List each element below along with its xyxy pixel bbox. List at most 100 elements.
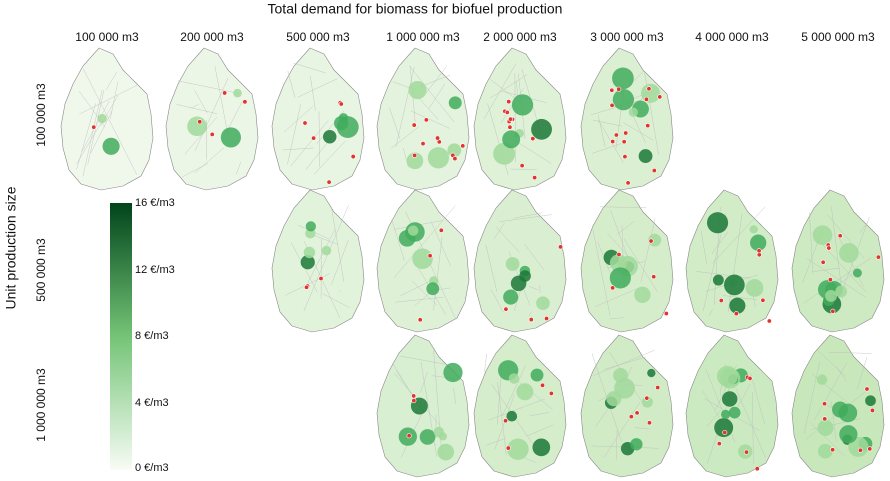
map-region — [507, 438, 529, 460]
column-label: 100 000 m3 — [75, 30, 139, 44]
plant-site — [609, 87, 615, 93]
map-border — [298, 78, 338, 98]
plant-site — [508, 116, 514, 122]
map-border — [750, 373, 765, 425]
plant-site — [406, 433, 412, 439]
map-border — [490, 74, 528, 99]
map-border — [83, 68, 137, 175]
plant-site — [663, 310, 669, 316]
map-border — [706, 409, 722, 428]
map-region — [865, 395, 876, 407]
map — [580, 189, 674, 333]
plant-site — [628, 414, 634, 420]
plant-site — [830, 447, 836, 453]
map-region — [102, 137, 120, 155]
plant-site — [304, 284, 310, 290]
map-border — [391, 219, 405, 261]
map-border — [177, 80, 239, 94]
map-border — [393, 205, 456, 279]
map-region — [530, 368, 544, 382]
plant-site — [197, 119, 203, 125]
map-region — [407, 225, 419, 236]
plant-site — [412, 152, 418, 158]
map-region — [448, 96, 462, 110]
map-region — [334, 116, 349, 131]
map-border — [528, 311, 532, 317]
plant-site — [302, 120, 308, 126]
plant-site — [743, 449, 749, 455]
plant-site — [91, 124, 97, 130]
map-border — [810, 422, 845, 457]
column-label: 4 000 000 m3 — [695, 30, 769, 44]
plant-site — [634, 410, 640, 416]
plant-site — [756, 248, 762, 254]
map-border — [305, 228, 336, 287]
map — [376, 189, 470, 333]
plant-site — [822, 401, 828, 407]
map-outline — [60, 47, 154, 191]
column-label: 500 000 m3 — [286, 30, 350, 44]
plant-site — [657, 94, 663, 100]
map-border — [640, 218, 656, 283]
column-label: 1 000 000 m3 — [386, 30, 460, 44]
map-region — [838, 403, 858, 423]
plant-site — [610, 285, 616, 291]
column-labels: 100 000 m3 200 000 m3 500 000 m3 1 000 000 … — [75, 30, 875, 44]
map-region — [519, 270, 531, 282]
map-region — [612, 67, 634, 90]
map-region — [835, 285, 848, 298]
map-border — [431, 221, 451, 267]
map-border — [514, 139, 552, 164]
map-border — [592, 119, 623, 127]
map-outline — [473, 189, 567, 333]
plant-site — [655, 385, 661, 391]
plant-site — [646, 420, 652, 426]
plant-site — [718, 298, 724, 304]
map-region — [612, 89, 635, 111]
plant-site — [222, 90, 228, 96]
map-border — [709, 309, 713, 316]
map-border — [235, 161, 242, 175]
plant-site — [616, 252, 622, 258]
map-border — [712, 206, 766, 264]
plant-site — [622, 154, 628, 160]
row-label: 1 000 000 m3 — [34, 368, 48, 442]
map-border — [82, 89, 103, 177]
map-border — [214, 65, 229, 137]
map-region — [506, 410, 518, 422]
plant-site — [548, 390, 554, 396]
plant-site — [507, 124, 513, 130]
plant-site — [864, 386, 870, 392]
map-border — [696, 271, 750, 279]
map — [580, 334, 674, 478]
map-border — [528, 286, 539, 290]
map-border — [701, 389, 722, 421]
map-border — [318, 111, 320, 168]
map-outline — [473, 47, 567, 191]
map-region — [839, 243, 859, 263]
map-region — [745, 279, 764, 297]
map-border — [490, 289, 504, 313]
map-border — [603, 401, 641, 458]
map-region — [531, 118, 552, 140]
plant-site — [820, 259, 826, 265]
map-region — [609, 267, 631, 289]
map-border — [411, 280, 438, 306]
map-region — [408, 80, 427, 100]
map-region — [321, 245, 332, 256]
map-border — [287, 70, 296, 99]
map-region — [712, 274, 724, 286]
plant-site — [503, 306, 509, 312]
plant-site — [505, 445, 511, 451]
map-border — [497, 382, 507, 456]
map-outline — [271, 47, 365, 191]
plant-site — [867, 446, 873, 452]
plant-site — [837, 233, 843, 239]
plant-site — [645, 123, 651, 129]
map-border — [610, 210, 630, 262]
map-border — [310, 75, 316, 111]
plant-site — [616, 86, 622, 92]
map-region — [628, 107, 639, 117]
colorbar-label: 8 €/m3 — [135, 330, 169, 342]
